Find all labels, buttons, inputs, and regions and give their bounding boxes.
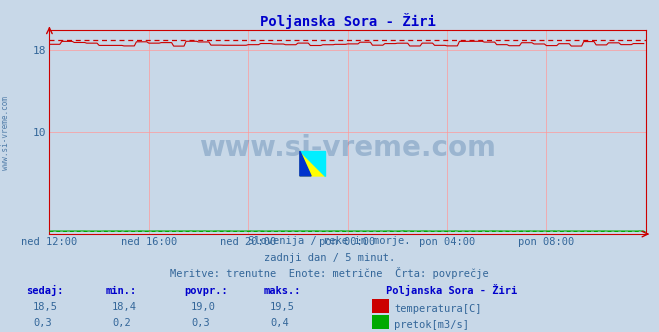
Text: zadnji dan / 5 minut.: zadnji dan / 5 minut. xyxy=(264,253,395,263)
Text: 19,5: 19,5 xyxy=(270,302,295,312)
Text: maks.:: maks.: xyxy=(264,286,301,296)
Text: temperatura[C]: temperatura[C] xyxy=(394,304,482,314)
Text: 0,2: 0,2 xyxy=(112,318,130,328)
Title: Poljanska Sora - Žiri: Poljanska Sora - Žiri xyxy=(260,13,436,29)
Text: Poljanska Sora - Žiri: Poljanska Sora - Žiri xyxy=(386,284,517,296)
Text: www.si-vreme.com: www.si-vreme.com xyxy=(1,96,10,170)
Text: 0,3: 0,3 xyxy=(33,318,51,328)
Text: 18,5: 18,5 xyxy=(33,302,58,312)
Text: pretok[m3/s]: pretok[m3/s] xyxy=(394,320,469,330)
Text: min.:: min.: xyxy=(105,286,136,296)
Text: sedaj:: sedaj: xyxy=(26,285,64,296)
Text: 19,0: 19,0 xyxy=(191,302,216,312)
Text: 18,4: 18,4 xyxy=(112,302,137,312)
Text: 0,4: 0,4 xyxy=(270,318,289,328)
Text: 0,3: 0,3 xyxy=(191,318,210,328)
Text: Slovenija / reke in morje.: Slovenija / reke in morje. xyxy=(248,236,411,246)
Text: Meritve: trenutne  Enote: metrične  Črta: povprečje: Meritve: trenutne Enote: metrične Črta: … xyxy=(170,267,489,279)
Text: www.si-vreme.com: www.si-vreme.com xyxy=(199,134,496,162)
Text: povpr.:: povpr.: xyxy=(185,286,228,296)
